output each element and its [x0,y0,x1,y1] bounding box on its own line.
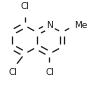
Text: Cl: Cl [9,68,18,77]
Text: N: N [46,21,53,30]
Text: Cl: Cl [45,68,54,77]
Text: Cl: Cl [20,2,29,11]
Text: Me: Me [74,21,88,30]
